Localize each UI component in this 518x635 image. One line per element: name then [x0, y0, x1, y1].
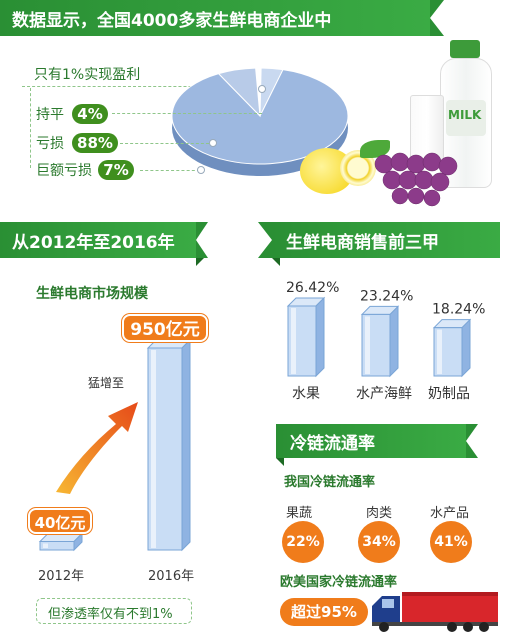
milk-label: MILK: [448, 108, 482, 122]
growth-arrow-icon: [56, 402, 138, 494]
top3-bar-1: [286, 296, 326, 378]
coldchain-label-meat: 肉类: [366, 506, 393, 521]
pie-slice-4: [217, 67, 261, 118]
leader-2: [120, 143, 214, 144]
coldchain-banner: 冷链流通率: [276, 424, 466, 458]
breakdown-value-loss: 88%: [72, 133, 118, 153]
milk-glass-illustration: [410, 95, 444, 165]
top3-value-label-2: 23.24%: [360, 288, 413, 304]
profit-note-line: [22, 86, 242, 87]
market-banner: 从2012年至2016年: [0, 222, 196, 258]
breakdown-label-loss: 亏损: [36, 136, 64, 152]
market-banner-title: 从2012年至2016年: [12, 232, 175, 253]
truck-icon: [372, 592, 498, 632]
grapes-illustration: [372, 150, 468, 214]
top3-banner-title: 生鲜电商销售前三甲: [286, 232, 439, 253]
leader-3: [140, 170, 200, 171]
coldchain-value-meat: 34%: [358, 521, 400, 563]
top3-bar-2: [360, 305, 400, 378]
coldchain-banner-tail: [466, 424, 478, 458]
breakdown-label-flat: 持平: [36, 107, 64, 123]
top3-bars: 26.42% 水果 23.24% 水产海鲜 18.24% 奶制品: [286, 280, 485, 402]
market-subtitle: 生鲜电商市场规模: [36, 286, 148, 302]
top3-banner-notch: [258, 222, 272, 258]
market-banner-tail: [196, 222, 208, 258]
coldchain-banner-title: 冷链流通率: [290, 433, 375, 454]
leader-1: [112, 113, 262, 114]
top3-banner-fold: [272, 258, 280, 266]
coldchain-foreign-title: 欧美国家冷链流通率: [280, 575, 398, 590]
market-bar-2016年: [146, 338, 192, 552]
top3-value-label-1: 26.42%: [286, 280, 339, 296]
coldchain-value-aqua: 41%: [430, 521, 472, 563]
page-title: 数据显示，全国4000多家生鲜电商企业中: [12, 10, 332, 31]
coldchain-domestic-title: 我国冷链流通率: [284, 475, 376, 490]
coldchain-value-veg: 22%: [282, 521, 324, 563]
market-footnote: 但渗透率仅有不到1%: [48, 607, 173, 622]
breakdown-value-bigloss: 7%: [98, 160, 134, 180]
top3-value-label-3: 18.24%: [432, 302, 485, 318]
market-bar-2012年: [38, 532, 84, 552]
market-value-2016: 950亿元: [122, 314, 208, 342]
market-value-2012: 40亿元: [28, 508, 92, 534]
top-banner: 数据显示，全国4000多家生鲜电商企业中: [0, 0, 430, 36]
coldchain-label-veg: 果蔬: [286, 506, 313, 521]
top3-banner: 生鲜电商销售前三甲: [272, 222, 500, 258]
label-leaders: [30, 88, 270, 178]
top3-bar-3: [432, 318, 472, 378]
market-bars: [38, 338, 192, 552]
coldchain-label-aqua: 水产品: [430, 506, 470, 521]
leaf-illustration: [360, 140, 390, 158]
market-category-2016: 2016年: [148, 569, 195, 584]
top3-category-label-1: 水果: [292, 386, 320, 402]
breakdown-value-flat: 4%: [72, 104, 108, 124]
coldchain-banner-fold: [276, 458, 284, 466]
coldchain-foreign-value: 超过95%: [280, 598, 368, 626]
milk-bottle-illustration: MILK: [436, 40, 498, 190]
leader-dot-2: [209, 139, 217, 147]
market-category-2012: 2012年: [38, 569, 85, 584]
top3-category-label-3: 奶制品: [428, 386, 470, 402]
market-footnote-box: [36, 598, 192, 624]
market-banner-fold: [196, 258, 204, 266]
profit-note: 只有1%实现盈利: [34, 67, 141, 83]
breakdown-label-bigloss: 巨额亏损: [36, 163, 92, 179]
growth-arrow-label: 猛增至: [88, 376, 125, 390]
leader-dot-1: [258, 85, 266, 93]
leader-dot-3: [197, 166, 205, 174]
banner-tail: [430, 0, 444, 36]
top3-category-label-2: 水产海鲜: [356, 386, 412, 402]
